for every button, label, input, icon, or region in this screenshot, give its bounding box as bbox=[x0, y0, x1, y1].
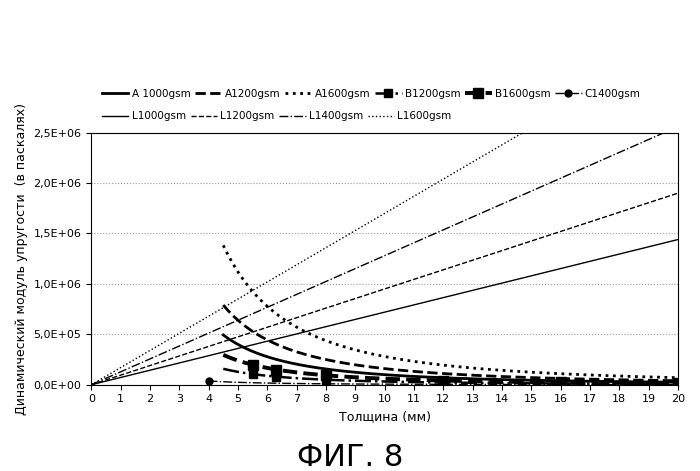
Text: ФИГ. 8: ФИГ. 8 bbox=[297, 443, 403, 471]
X-axis label: Толщина (мм): Толщина (мм) bbox=[339, 410, 430, 423]
Legend: L1000gsm, L1200gsm, L1400gsm, L1600gsm: L1000gsm, L1200gsm, L1400gsm, L1600gsm bbox=[102, 111, 452, 122]
Y-axis label: Динамический модуль упругости  (в паскалях): Динамический модуль упругости (в паскаля… bbox=[15, 103, 28, 414]
